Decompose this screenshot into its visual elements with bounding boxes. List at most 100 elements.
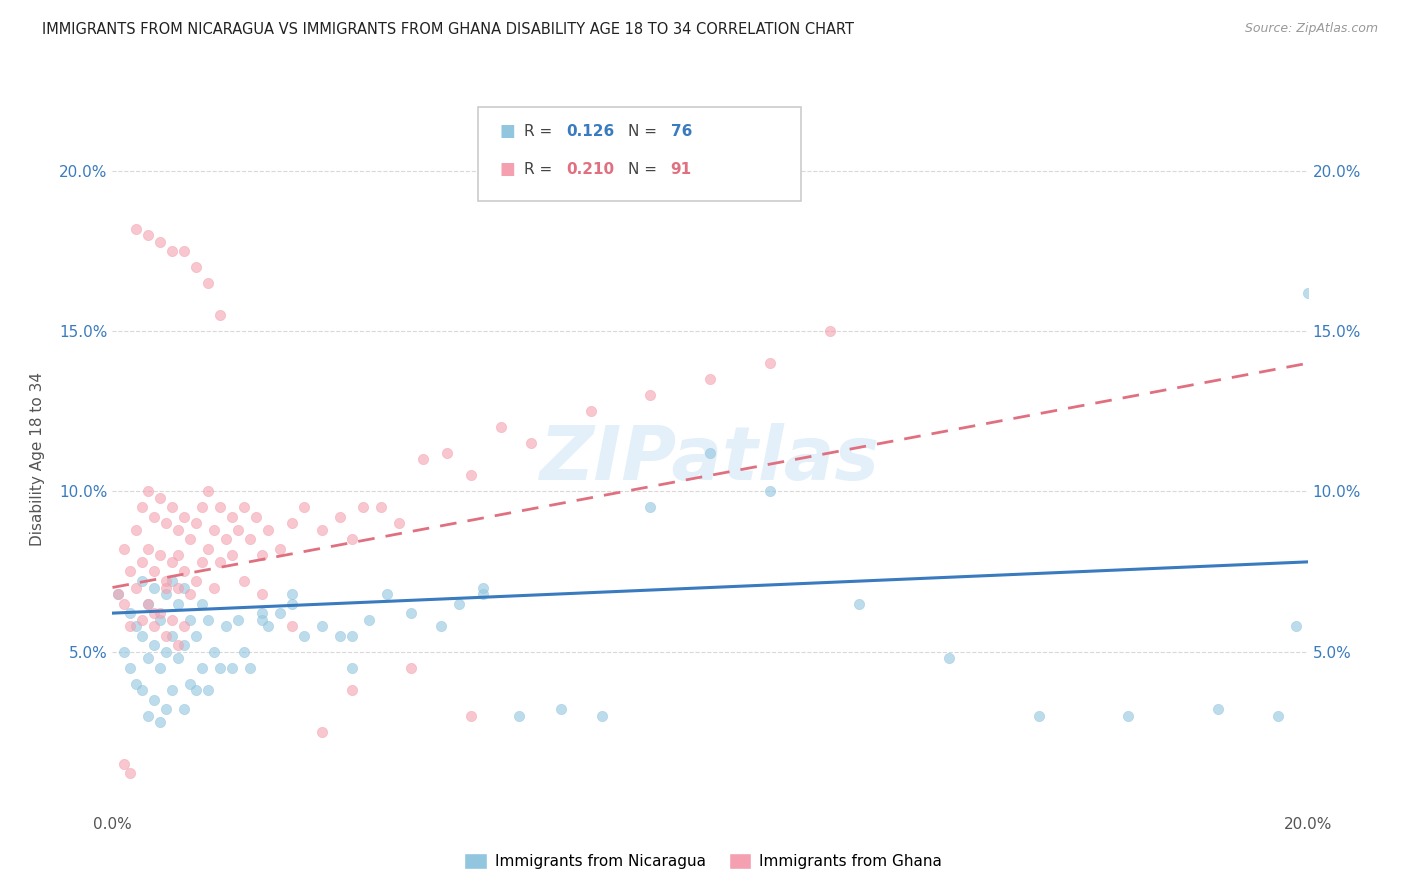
Point — [359, 613, 381, 627]
Point — [250, 549, 273, 563]
Point — [155, 581, 177, 595]
Point — [173, 619, 195, 633]
Point — [640, 388, 662, 402]
Point — [107, 587, 129, 601]
Point — [173, 565, 195, 579]
Point — [412, 452, 434, 467]
Point — [245, 510, 267, 524]
Point — [209, 555, 232, 569]
Point — [149, 660, 172, 674]
Point — [257, 619, 280, 633]
Point — [209, 660, 232, 674]
Point — [197, 276, 219, 290]
Point — [401, 606, 423, 620]
Point — [143, 606, 166, 620]
Point — [759, 356, 782, 370]
Point — [197, 542, 219, 557]
Point — [179, 587, 201, 601]
Point — [191, 500, 214, 515]
Point — [938, 651, 960, 665]
Point — [138, 597, 160, 611]
Text: IMMIGRANTS FROM NICARAGUA VS IMMIGRANTS FROM GHANA DISABILITY AGE 18 TO 34 CORRE: IMMIGRANTS FROM NICARAGUA VS IMMIGRANTS … — [42, 22, 855, 37]
Point — [430, 619, 453, 633]
Point — [162, 683, 183, 698]
Point — [155, 628, 177, 642]
Point — [120, 606, 142, 620]
Point — [329, 510, 352, 524]
Point — [340, 660, 363, 674]
Point — [221, 510, 243, 524]
Point — [818, 324, 841, 338]
Point — [149, 606, 172, 620]
Point — [209, 308, 232, 322]
Point — [143, 565, 166, 579]
Point — [233, 574, 256, 588]
Point — [131, 574, 153, 588]
Point — [579, 404, 602, 418]
Point — [125, 619, 148, 633]
Point — [250, 606, 273, 620]
Point — [114, 756, 135, 771]
Point — [179, 613, 201, 627]
Point — [167, 523, 190, 537]
Point — [215, 533, 238, 547]
Point — [143, 619, 166, 633]
Point — [759, 484, 782, 499]
Point — [191, 597, 214, 611]
Point — [173, 638, 195, 652]
Point — [162, 555, 183, 569]
Point — [186, 628, 208, 642]
Point — [149, 714, 172, 729]
Point — [460, 468, 482, 483]
Point — [281, 619, 304, 633]
Point — [167, 549, 190, 563]
Point — [143, 638, 166, 652]
Point — [377, 587, 399, 601]
Y-axis label: Disability Age 18 to 34: Disability Age 18 to 34 — [31, 372, 45, 547]
Point — [173, 510, 195, 524]
Text: ■: ■ — [499, 122, 515, 140]
Text: ■: ■ — [499, 161, 515, 178]
Point — [125, 581, 148, 595]
Point — [155, 644, 177, 658]
Point — [699, 372, 721, 386]
Point — [233, 644, 256, 658]
Point — [120, 766, 142, 780]
Point — [149, 235, 172, 249]
Point — [179, 533, 201, 547]
Point — [114, 597, 135, 611]
Point — [226, 613, 249, 627]
Point — [202, 644, 225, 658]
Text: R =: R = — [524, 162, 558, 177]
Point — [120, 619, 142, 633]
Point — [233, 500, 256, 515]
Point — [472, 581, 495, 595]
Point — [186, 516, 208, 531]
Point — [167, 651, 190, 665]
Text: N =: N = — [628, 124, 662, 138]
Point — [138, 542, 160, 557]
Point — [1118, 708, 1140, 723]
Point — [114, 644, 135, 658]
Legend: Immigrants from Nicaragua, Immigrants from Ghana: Immigrants from Nicaragua, Immigrants fr… — [458, 847, 948, 875]
Point — [191, 660, 214, 674]
Point — [202, 581, 225, 595]
Point — [489, 420, 512, 434]
Point — [143, 510, 166, 524]
Point — [592, 708, 614, 723]
Point — [340, 533, 363, 547]
Text: N =: N = — [628, 162, 662, 177]
Point — [311, 619, 333, 633]
Point — [155, 516, 177, 531]
Point — [1285, 619, 1308, 633]
Point — [281, 597, 304, 611]
Point — [191, 555, 214, 569]
Point — [186, 683, 208, 698]
Point — [250, 587, 273, 601]
Text: 76: 76 — [671, 124, 692, 138]
Point — [281, 516, 304, 531]
Text: ZIPatlas: ZIPatlas — [540, 423, 880, 496]
Point — [143, 692, 166, 706]
Point — [257, 523, 280, 537]
Point — [125, 676, 148, 690]
